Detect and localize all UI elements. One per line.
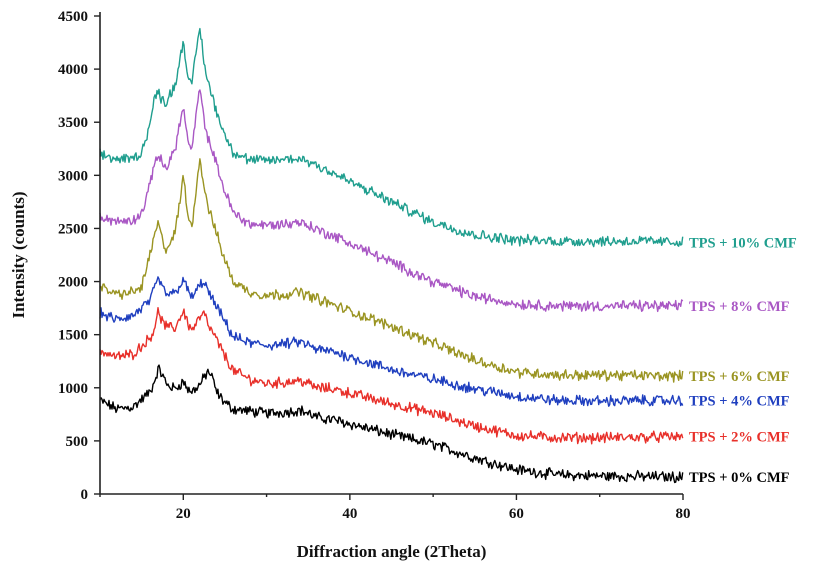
- y-tick-label: 1000: [58, 381, 88, 397]
- axes: [99, 12, 683, 495]
- series-line: [99, 307, 684, 445]
- series-label: TPS + 6% CMF: [689, 369, 790, 385]
- y-ticks: 0 500 1000 1500 2000 2500 3000 3500 4000 4500: [58, 9, 100, 503]
- y-tick-label: 2500: [58, 221, 88, 237]
- y-tick-label: 3000: [58, 168, 88, 184]
- y-tick-label: 4000: [58, 62, 88, 78]
- series-line: [99, 276, 684, 407]
- y-tick-label: 0: [81, 487, 89, 503]
- y-tick-label: 2000: [58, 275, 88, 291]
- series-line: [99, 27, 684, 248]
- series-label: TPS + 4% CMF: [689, 394, 790, 410]
- series-layer: [99, 27, 684, 484]
- x-axis-title: Diffraction angle (2Theta): [297, 542, 487, 561]
- y-tick-label: 4500: [58, 9, 88, 25]
- y-tick-label: 3500: [58, 115, 88, 131]
- x-tick-label: 80: [676, 506, 691, 522]
- series-line: [99, 89, 684, 313]
- y-tick-label: 1500: [58, 328, 88, 344]
- y-axis-title: Intensity (counts): [9, 191, 28, 318]
- x-tick-label: 20: [176, 506, 191, 522]
- x-tick-label: 40: [342, 506, 357, 522]
- series-labels: TPS + 0% CMF TPS + 2% CMF TPS + 4% CMF TPS …: [689, 235, 797, 486]
- series-label: TPS + 2% CMF: [689, 430, 790, 446]
- series-label: TPS + 8% CMF: [689, 299, 790, 315]
- x-ticks: 20 40 60 80: [99, 494, 691, 522]
- x-tick-label: 60: [509, 506, 524, 522]
- y-tick-label: 500: [66, 434, 89, 450]
- series-line: [99, 158, 684, 383]
- series-label: TPS + 0% CMF: [689, 470, 790, 486]
- series-label: TPS + 10% CMF: [689, 235, 797, 251]
- series-line: [99, 364, 684, 484]
